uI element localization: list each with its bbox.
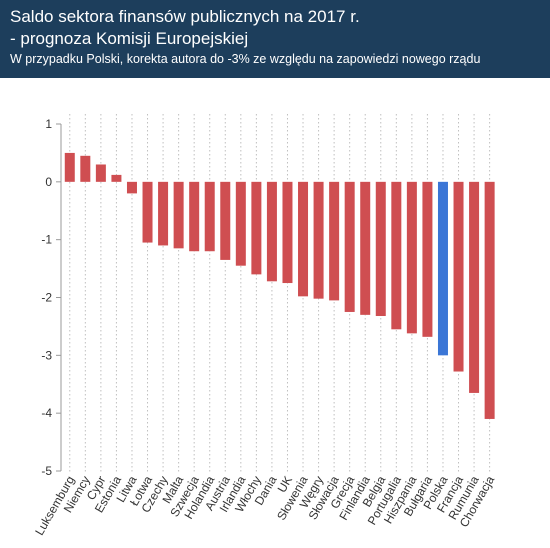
bar-słowacja	[329, 181, 340, 301]
bar-malta	[173, 181, 184, 249]
bar-estonia	[111, 174, 122, 182]
bar-litwa	[126, 181, 137, 194]
y-tick-label: 1	[45, 117, 52, 131]
bars	[64, 152, 495, 419]
bar-hiszpania	[406, 181, 417, 334]
bar-słowenia	[298, 181, 309, 297]
y-tick-label: -2	[41, 291, 52, 305]
bar-irlandia	[235, 181, 246, 266]
y-tick-label: -5	[41, 464, 52, 478]
bar-rumunia	[469, 181, 480, 393]
bar-włochy	[251, 181, 262, 275]
bar-belgia	[375, 181, 386, 317]
x-axis-labels: LuksemburgNiemcyCyprEstoniaLitwaŁotwaCze…	[32, 473, 497, 537]
bar-cypr	[95, 164, 106, 182]
bar-szwecja	[189, 181, 200, 252]
y-tick-label: -3	[41, 348, 52, 362]
bar-polska	[437, 181, 448, 356]
y-tick-label: -4	[41, 406, 52, 420]
bar-niemcy	[80, 155, 91, 182]
bar-węgry	[313, 181, 324, 299]
bar-portugalia	[391, 181, 402, 330]
bar-chorwacja	[484, 181, 495, 419]
chart-title-line2: - prognoza Komisji Europejskiej	[10, 29, 249, 48]
bar-uk	[282, 181, 293, 284]
chart-title: Saldo sektora finansów publicznych na 20…	[10, 6, 360, 50]
bar-austria	[220, 181, 231, 260]
bar-łotwa	[142, 181, 153, 243]
chart-subtitle: W przypadku Polski, korekta autora do -3…	[10, 52, 481, 66]
bar-chart: 1 0 -1 -2 -3 -4 -5 LuksemburgNiemcyCyprEstonia…	[32, 114, 497, 538]
bar-grecja	[344, 181, 355, 312]
chart-title-line1: Saldo sektora finansów publicznych na 20…	[10, 7, 360, 26]
bar-dania	[266, 181, 277, 282]
bar-finlandia	[360, 181, 371, 315]
bar-czechy	[158, 181, 169, 246]
y-axis: 1 0 -1 -2 -3 -4 -5	[41, 117, 62, 478]
bar-bułgaria	[422, 181, 433, 337]
y-tick-label: 0	[45, 175, 52, 189]
y-tick-label: -1	[41, 233, 52, 247]
chart-header: Saldo sektora finansów publicznych na 20…	[0, 0, 550, 78]
bar-francja	[453, 181, 464, 372]
bar-luksemburg	[64, 152, 75, 182]
bar-holandia	[204, 181, 215, 252]
